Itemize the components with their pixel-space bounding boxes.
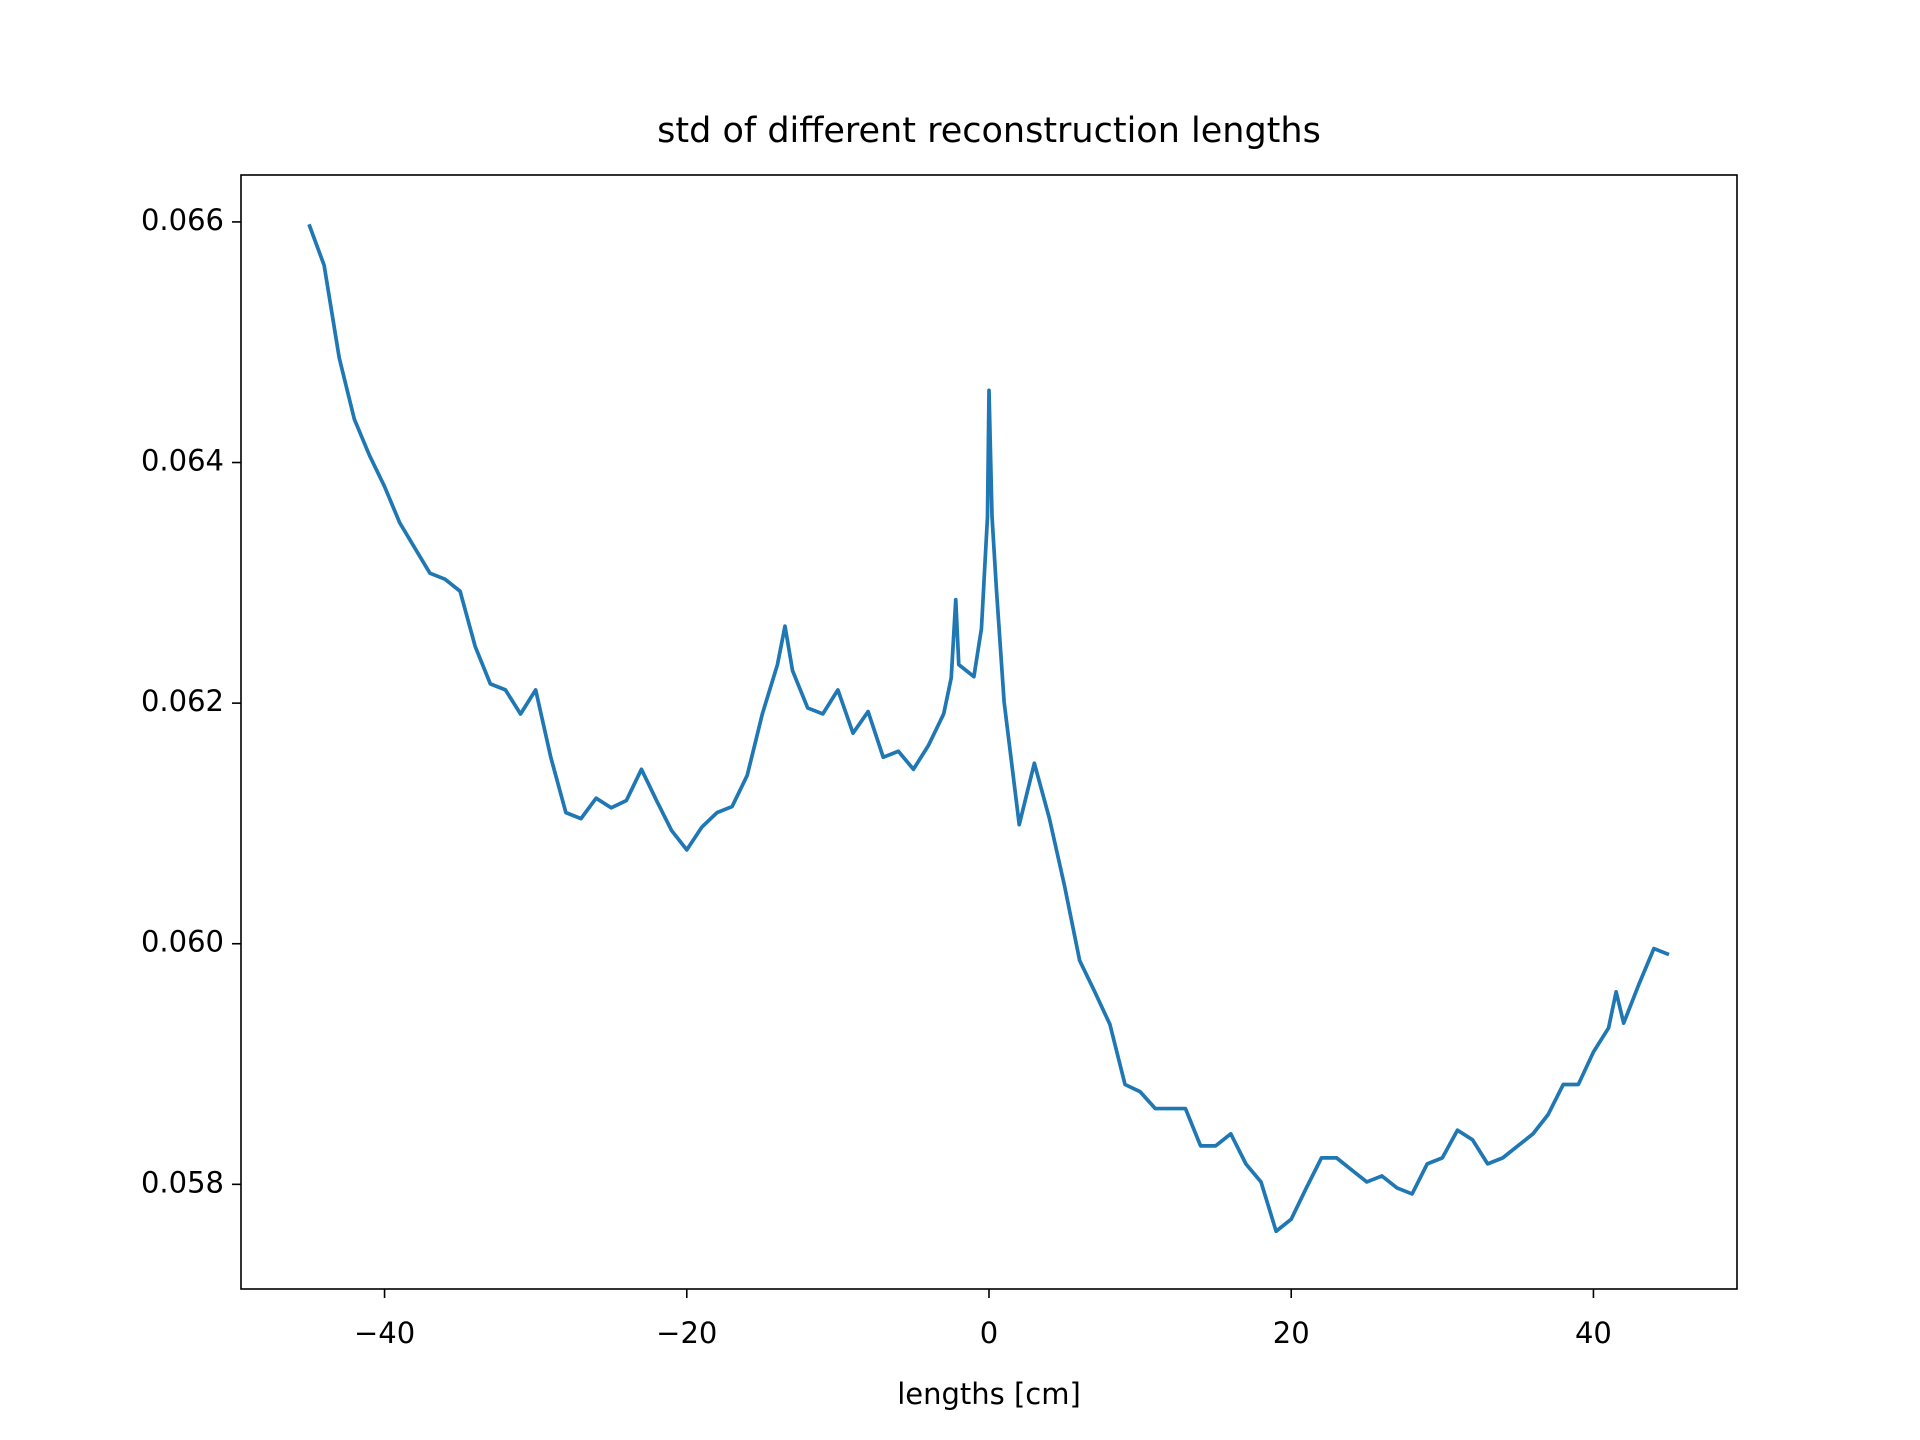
chart-title: std of different reconstruction lengths (657, 111, 1321, 151)
x-tick-label: 40 (1575, 1316, 1612, 1350)
x-tick-label: −20 (656, 1316, 717, 1350)
y-tick-label: 0.058 (141, 1165, 224, 1199)
data-line (307, 223, 1670, 1234)
y-tick-label: 0.060 (141, 925, 224, 959)
x-tick-label: −40 (354, 1316, 415, 1350)
x-axis-label: lengths [cm] (897, 1377, 1081, 1411)
y-tick-label: 0.062 (141, 684, 224, 718)
x-tick-label: 0 (980, 1316, 998, 1350)
plot-frame (240, 174, 1738, 1290)
y-tick-label: 0.064 (141, 444, 224, 478)
x-tick-label: 20 (1273, 1316, 1310, 1350)
y-tick-label: 0.066 (141, 203, 224, 237)
